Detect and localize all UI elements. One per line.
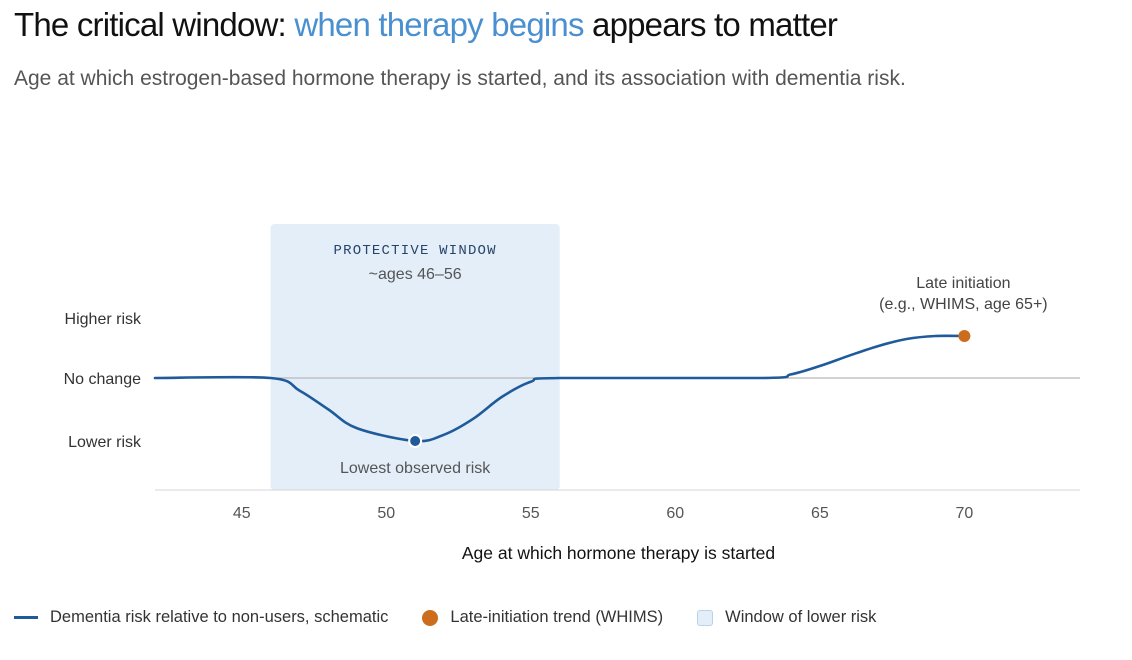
x-axis-title: Age at which hormone therapy is started [462,543,775,563]
late-initiation-point [958,330,971,342]
legend-label-risk-line: Dementia risk relative to non-users, sch… [50,608,389,626]
title-start: The critical window: [14,6,295,43]
x-tick-label: 60 [666,505,684,522]
late-initiation-label: Late initiation [916,275,1010,292]
risk-series-line [153,334,966,443]
x-tick-label: 45 [233,505,251,522]
legend-item-late-initiation: Late-initiation trend (WHIMS) [422,608,663,627]
y-tick-label: Higher risk [65,311,142,328]
legend-item-window: Window of lower risk [697,608,876,627]
protective-window-label: PROTECTIVE WINDOW [334,243,497,259]
protective-window-band [270,224,560,490]
chart-plot: PROTECTIVE WINDOW ~ages 46–56 Higher risk N… [64,224,1080,563]
late-initiation-label: (e.g., WHIMS, age 65+) [879,296,1048,313]
lowest-risk-point [408,434,423,448]
legend-label-window: Window of lower risk [725,608,877,626]
y-tick-label: Lower risk [68,434,142,451]
legend-box-swatch [697,609,714,626]
x-tick-label: 55 [522,505,540,522]
legend-label-late-initiation: Late-initiation trend (WHIMS) [450,608,664,626]
legend-line-swatch [14,616,38,619]
title-end: appears to matter [583,6,838,43]
x-tick-label: 70 [955,505,973,522]
x-tick-label: 50 [377,505,395,522]
x-tick-label: 65 [811,505,829,522]
legend: Dementia risk relative to non-users, sch… [14,608,910,627]
title-highlight: when therapy begins [294,6,584,43]
protective-window-sublabel: ~ages 46–56 [369,266,462,283]
lowest-risk-label: Lowest observed risk [340,460,491,477]
legend-dot-swatch [422,609,439,626]
legend-item-risk-line: Dementia risk relative to non-users, sch… [14,608,388,627]
chart-title: The critical window: when therapy begins… [14,6,838,44]
y-tick-label: No change [64,371,141,388]
chart-subtitle: Age at which estrogen-based hormone ther… [14,67,906,90]
